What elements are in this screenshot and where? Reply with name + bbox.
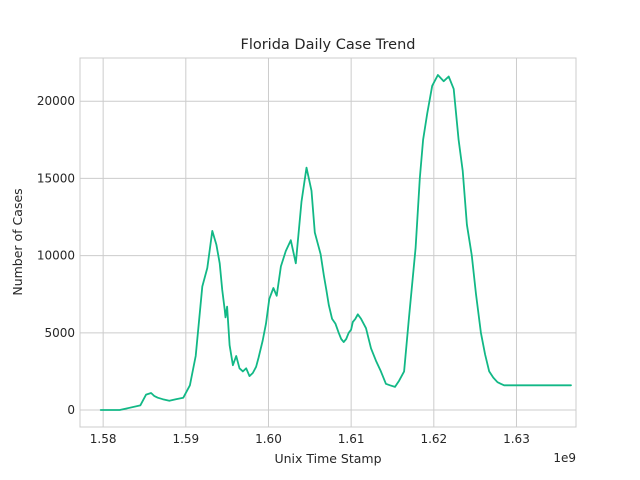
- series-layer: [99, 74, 572, 411]
- x-tick-label: 1.63: [503, 432, 530, 446]
- series-line: [99, 74, 572, 411]
- chart-title: Florida Daily Case Trend: [240, 37, 415, 53]
- x-axis-title: Unix Time Stamp: [274, 451, 381, 466]
- plot-area: [80, 58, 576, 427]
- y-tick-label: 10000: [37, 249, 75, 263]
- x-tick-label: 1.59: [172, 432, 199, 446]
- y-tick-label: 15000: [37, 171, 75, 185]
- x-tick-label: 1.62: [420, 432, 447, 446]
- y-axis-title: Number of Cases: [10, 188, 25, 295]
- y-tick-label: 0: [67, 403, 75, 417]
- x-axis-ticks: 1.58 1.59 1.60 1.61 1.62 1.63: [90, 432, 530, 446]
- x-tick-label: 1.61: [338, 432, 365, 446]
- x-tick-label: 1.60: [255, 432, 282, 446]
- x-axis-offset-label: 1e9: [553, 451, 576, 465]
- y-tick-label: 5000: [44, 326, 75, 340]
- x-tick-label: 1.58: [90, 432, 117, 446]
- y-axis-ticks: 0 5000 10000 15000 20000: [37, 94, 75, 417]
- plot-frame: [79, 57, 577, 428]
- grid: [80, 58, 576, 427]
- y-tick-label: 20000: [37, 94, 75, 108]
